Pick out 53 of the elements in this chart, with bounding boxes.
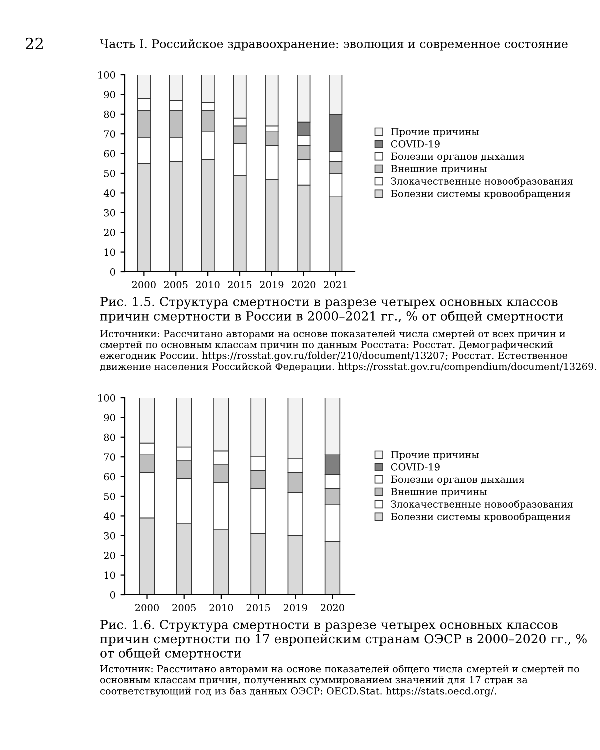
y-tick-label: 0 [110, 591, 116, 599]
x-tick-label: 2005 [172, 604, 196, 612]
x-tick-label: 2019 [260, 281, 284, 289]
y-tick-label: 50 [104, 492, 116, 500]
legend-label: Болезни органов дыхания [391, 476, 525, 486]
text: Источник: Рассчитано авторами на основе показателей общего числа смертей и смертей по основным классам причин, полученных суммированием значений для 17 стран за соответствующий год из баз данных ОЭСР: OECD.Stat. https://stats.oecd.org/. [100, 665, 580, 697]
y-tick-label: 80 [104, 110, 116, 118]
legend-label: Внешние причины [391, 488, 487, 498]
legend-label: Болезни системы кровообращения [391, 512, 571, 522]
text: Рис. 1.6. Структура смертности в разрезе четырех основных классов причин смертности по 17 европейским странам ОЭСР в 2000–2020 гг., % от общей смертности [100, 620, 587, 660]
y-tick-label: 70 [104, 454, 116, 461]
legend-label: Болезни органов дыхания [391, 152, 525, 162]
y-tick-label: 10 [104, 248, 116, 256]
x-tick-label: 2019 [284, 604, 308, 612]
y-tick-label: 90 [104, 91, 116, 99]
y-tick-label: 20 [104, 552, 116, 560]
legend-label: Злокачественные новообразования [391, 500, 573, 510]
y-tick-label: 20 [104, 229, 116, 236]
y-tick-label: 40 [104, 512, 116, 520]
legend-label: COVID-19 [391, 140, 440, 148]
x-tick-label: 2000 [132, 281, 156, 289]
y-tick-label: 0 [110, 268, 116, 276]
legend-label: Прочие причины [391, 451, 480, 460]
x-tick-label: 2010 [210, 604, 234, 612]
text: 22 [26, 38, 43, 50]
x-tick-label: 2005 [164, 281, 188, 289]
x-tick-label: 2015 [228, 281, 252, 289]
y-tick-label: 60 [104, 473, 116, 481]
x-tick-label: 2000 [136, 604, 159, 612]
y-tick-label: 40 [104, 190, 116, 198]
y-tick-label: 60 [104, 150, 116, 158]
legend-label: Злокачественные новообразования [391, 177, 573, 187]
y-tick-label: 10 [104, 572, 116, 580]
text: Часть I. Российское здравоохранение: эволюция и современное состояние [100, 39, 568, 51]
text: Рис. 1.5. Структура смертности в разрезе четырех основных классов причин смертности в России в 2000–2021 гг., % от общей смертности [100, 297, 564, 324]
y-tick-label: 30 [104, 209, 116, 217]
text: Источники: Рассчитано авторами на основе показателей числа смертей от всех причин и смертей по основным классам причин по данным Росстата: Росстат. Демографический ежегодник России. https://rosstat.gov.ru/folder/210/document/13207; Росстат. Естественное движение населения Российской Федерации. https://rosstat.gov.ru/compendium/document/13269. [100, 330, 596, 372]
y-tick-label: 30 [104, 532, 116, 540]
x-tick-label: 2015 [246, 604, 270, 612]
y-tick-label: 100 [98, 394, 116, 402]
x-tick-label: 2010 [196, 281, 220, 289]
y-tick-label: 70 [104, 130, 116, 138]
legend-label: Прочие причины [391, 128, 480, 138]
y-tick-label: 90 [104, 414, 116, 422]
legend-label: Болезни системы кровообращения [391, 190, 571, 200]
x-tick-label: 2020 [321, 604, 344, 612]
x-tick-label: 2020 [292, 281, 316, 289]
legend-label: COVID-19 [391, 463, 440, 471]
x-tick-label: 2021 [324, 281, 347, 289]
y-tick-label: 50 [104, 170, 116, 178]
y-tick-label: 80 [104, 434, 116, 442]
y-tick-label: 100 [98, 71, 116, 79]
legend-label: Внешние причины [391, 165, 487, 174]
